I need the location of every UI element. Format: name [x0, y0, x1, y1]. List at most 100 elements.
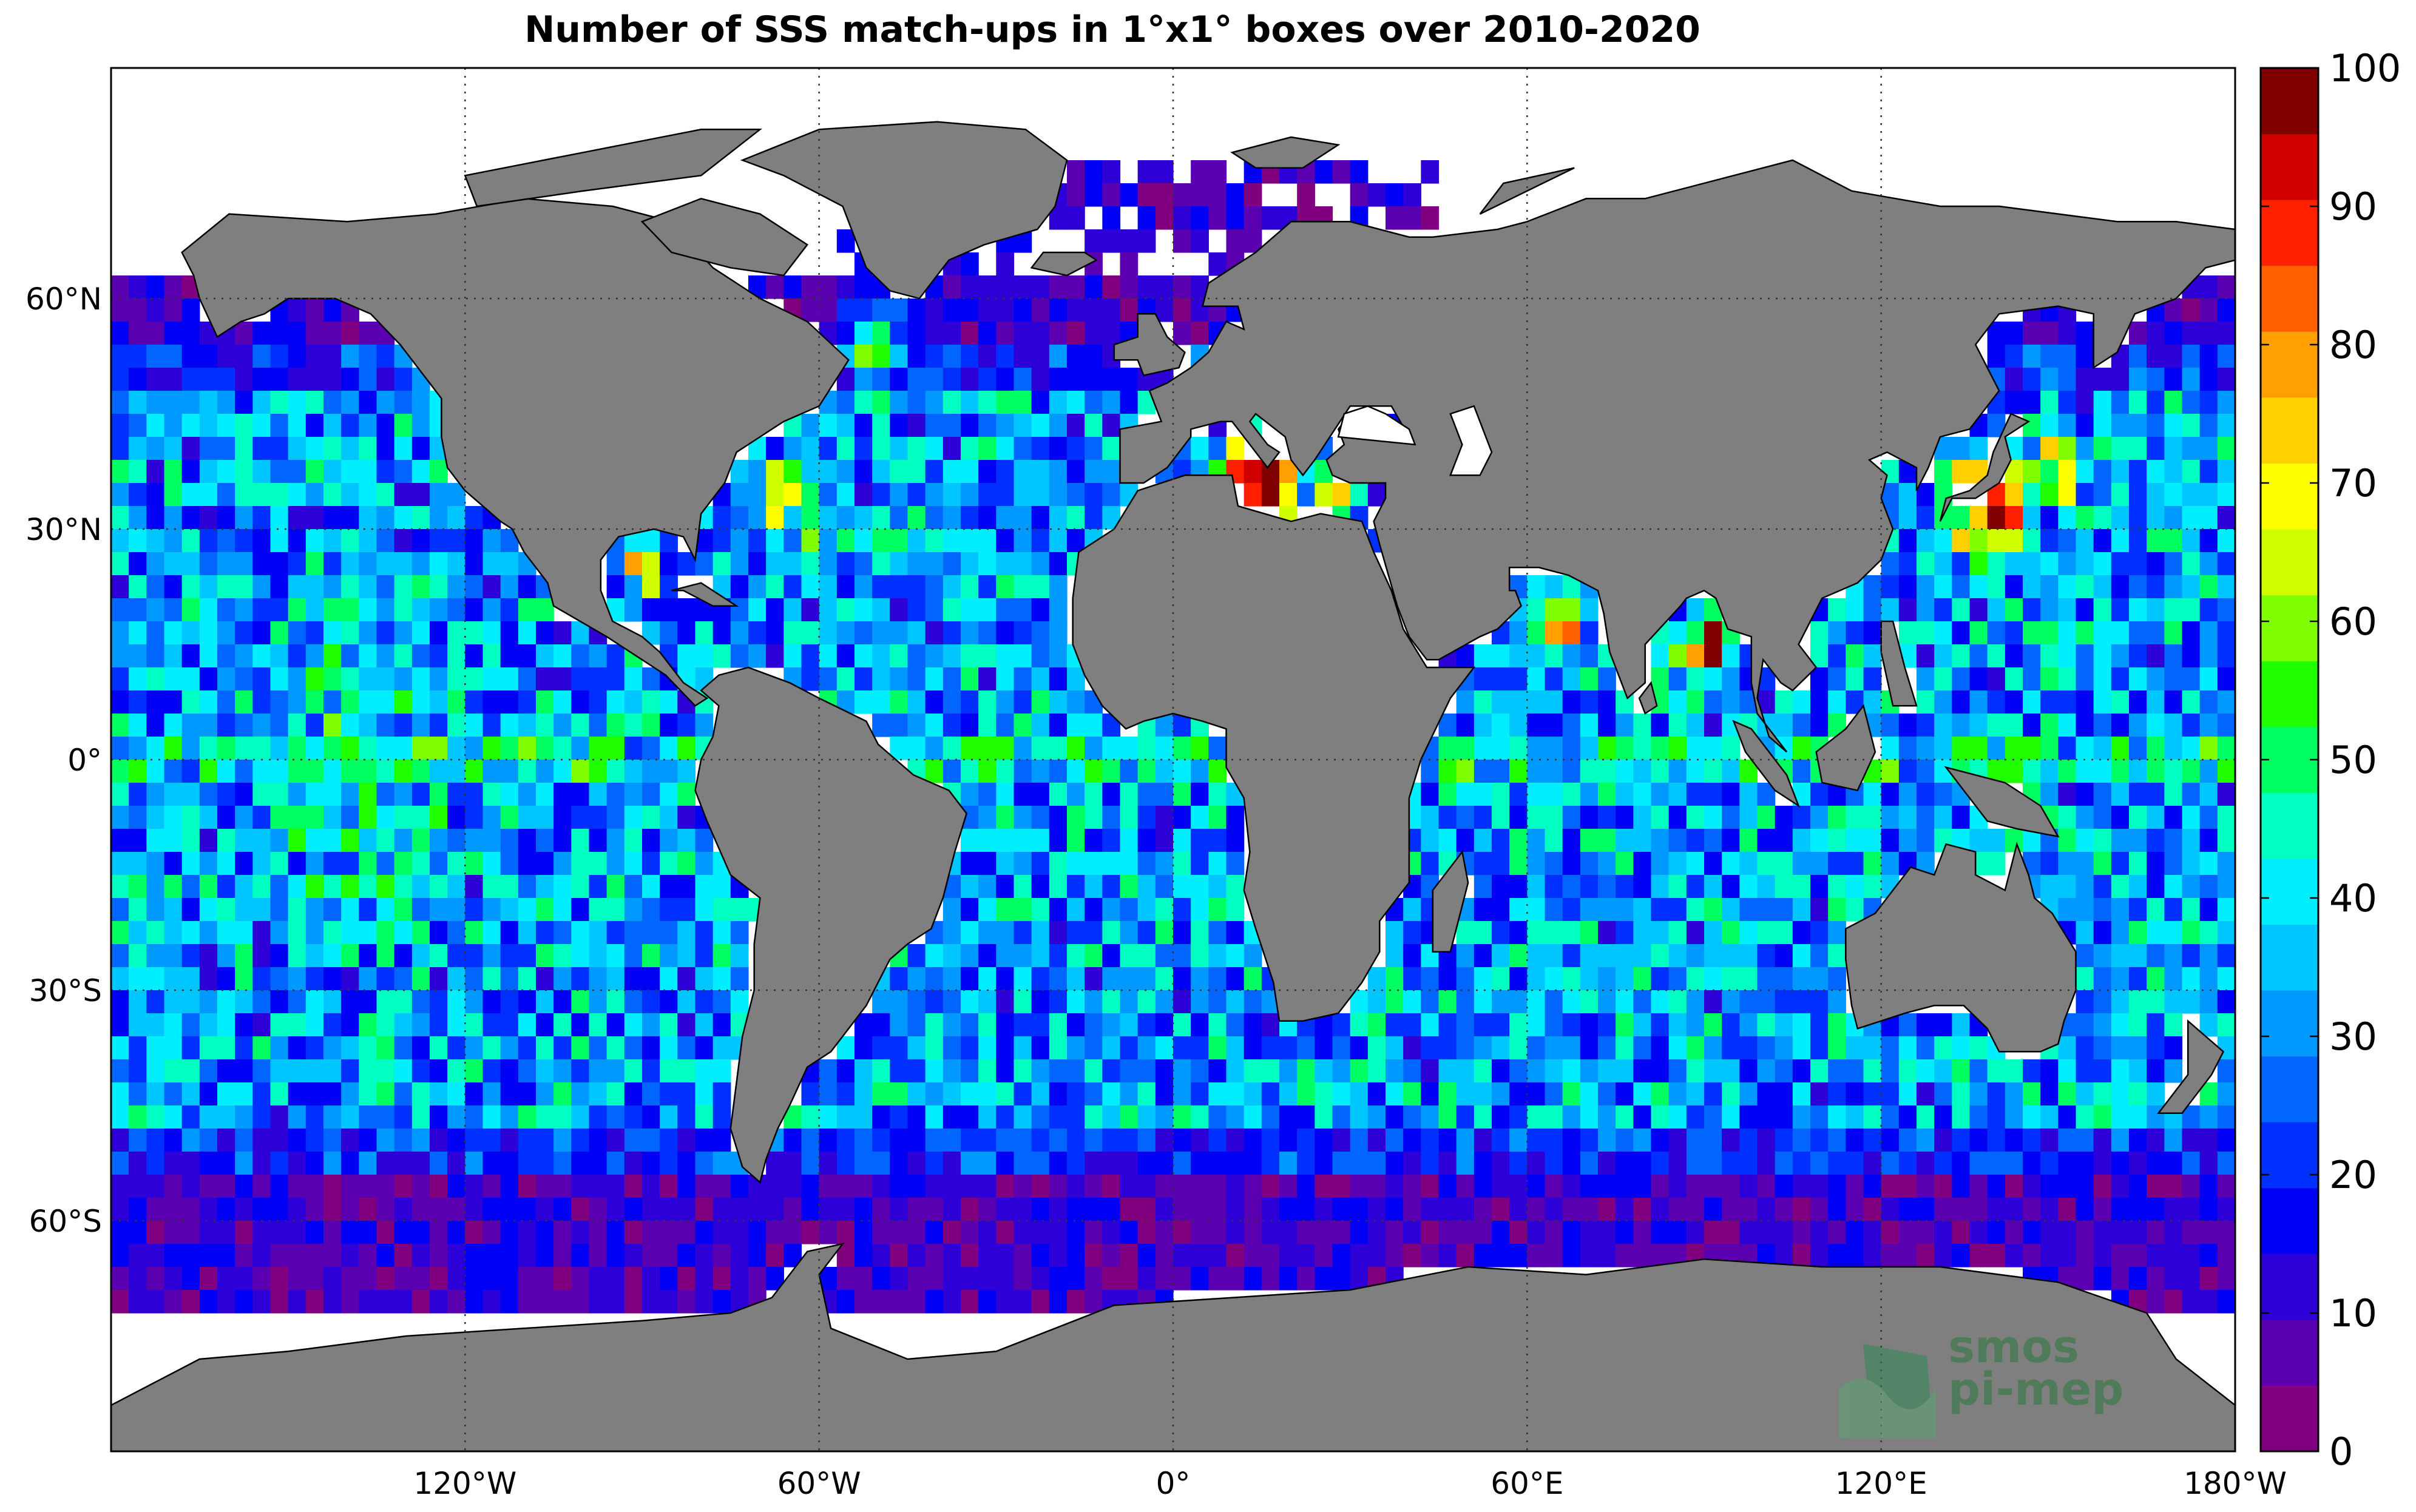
density-cell [500, 1036, 519, 1060]
density-cell [695, 944, 714, 968]
density-cell [181, 322, 200, 345]
density-cell [2076, 967, 2094, 991]
density-cell [589, 1290, 607, 1314]
density-cell [1952, 1129, 1971, 1152]
density-cell [394, 1267, 413, 1291]
density-cell [2058, 460, 2077, 484]
density-cell [2164, 967, 2183, 991]
density-cell [925, 1175, 944, 1198]
density-cell [2076, 1105, 2094, 1129]
density-cell [2147, 921, 2165, 945]
density-cell [961, 1129, 979, 1152]
density-cell [181, 1267, 200, 1291]
density-cell [1102, 1013, 1121, 1037]
density-cell [146, 852, 165, 876]
density-cell [1013, 898, 1032, 922]
density-cell [359, 1082, 377, 1106]
density-cell [394, 944, 413, 968]
density-cell [2093, 598, 2112, 622]
density-cell [411, 1244, 430, 1267]
density-cell [1881, 575, 1900, 599]
density-cell [854, 1221, 873, 1244]
density-cell [712, 1013, 731, 1037]
density-cell [1633, 1082, 1652, 1106]
density-cell [111, 783, 129, 806]
density-cell [1792, 990, 1811, 1014]
density-cell [1527, 737, 1546, 760]
density-cell [1049, 437, 1068, 461]
density-cell [890, 368, 909, 391]
density-cell [1562, 667, 1581, 691]
density-cell [111, 760, 129, 783]
density-cell [2129, 1244, 2147, 1267]
density-cell [411, 1013, 430, 1037]
density-cell [252, 575, 271, 599]
density-cell [660, 829, 678, 852]
density-cell [712, 1221, 731, 1244]
density-cell [1792, 1198, 1811, 1221]
density-cell [890, 1175, 909, 1198]
density-cell [1191, 1152, 1209, 1175]
density-cell [1492, 1221, 1510, 1244]
density-cell [2111, 783, 2130, 806]
density-cell [1456, 944, 1475, 968]
density-cell [129, 460, 147, 484]
density-cell [1898, 737, 1917, 760]
density-cell [288, 690, 306, 714]
density-cell [766, 598, 784, 622]
density-cell [430, 1013, 448, 1037]
density-cell [394, 460, 413, 484]
density-cell [1120, 760, 1139, 783]
density-cell [164, 852, 183, 876]
density-cell [252, 690, 271, 714]
density-cell [1031, 1267, 1050, 1291]
density-cell [1633, 806, 1652, 829]
density-cell [2005, 598, 2023, 622]
density-cell [1208, 1152, 1227, 1175]
density-cell [2005, 552, 2023, 576]
density-cell [1668, 1013, 1687, 1037]
density-cell [571, 898, 590, 922]
density-cell [907, 621, 926, 645]
density-cell [1421, 1036, 1440, 1060]
density-cell [801, 437, 820, 461]
new-zealand-landmass [2157, 1019, 2225, 1114]
density-cell [1456, 1198, 1475, 1221]
density-cell [996, 1082, 1015, 1106]
density-cell [146, 1082, 165, 1106]
density-cell [500, 714, 519, 737]
density-cell [2058, 737, 2077, 760]
density-cell [748, 506, 766, 530]
density-cell [1332, 1059, 1351, 1083]
density-cell [129, 552, 147, 576]
density-cell [695, 1105, 714, 1129]
density-cell [181, 621, 200, 645]
density-cell [1828, 875, 1846, 899]
density-cell [1757, 875, 1776, 899]
density-cell [1137, 1244, 1156, 1267]
density-cell [1810, 1175, 1829, 1198]
density-cell [978, 575, 997, 599]
density-cell [430, 506, 448, 530]
density-cell [961, 1082, 979, 1106]
density-cell [482, 852, 501, 876]
density-cell [2005, 1244, 2023, 1267]
density-cell [872, 1082, 890, 1106]
density-cell [1987, 667, 2006, 691]
density-cell [766, 1175, 784, 1198]
density-cell [978, 1198, 997, 1221]
density-cell [1898, 575, 1917, 599]
density-cell [252, 1105, 271, 1129]
density-cell [1917, 1082, 1935, 1106]
density-cell [961, 252, 979, 276]
density-cell [146, 529, 165, 553]
density-cell [518, 1198, 536, 1221]
density-cell [624, 783, 643, 806]
density-cell [1456, 690, 1475, 714]
density-cell [1403, 898, 1421, 922]
density-cell [129, 275, 147, 299]
density-cell [2111, 967, 2130, 991]
density-cell [660, 1082, 678, 1106]
density-cell [2147, 575, 2165, 599]
density-cell [1474, 1221, 1492, 1244]
